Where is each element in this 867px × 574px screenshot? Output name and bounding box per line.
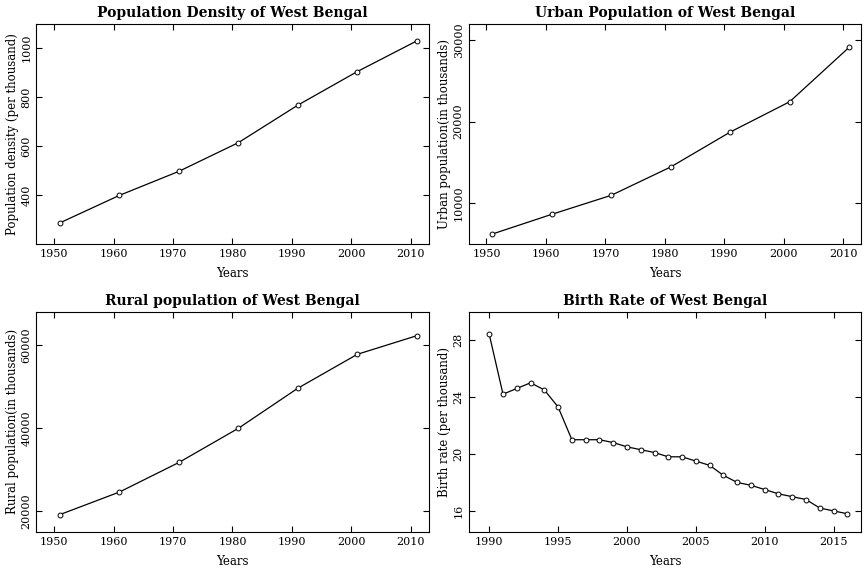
X-axis label: Years: Years [216,267,249,280]
Title: Birth Rate of West Bengal: Birth Rate of West Bengal [563,294,767,308]
Title: Population Density of West Bengal: Population Density of West Bengal [97,6,368,20]
Title: Urban Population of West Bengal: Urban Population of West Bengal [535,6,795,20]
Title: Rural population of West Bengal: Rural population of West Bengal [105,294,360,308]
X-axis label: Years: Years [216,556,249,568]
X-axis label: Years: Years [649,556,681,568]
X-axis label: Years: Years [649,267,681,280]
Y-axis label: Rural population(in thousands): Rural population(in thousands) [5,329,18,514]
Y-axis label: Birth rate (per thousand): Birth rate (per thousand) [438,347,451,497]
Y-axis label: Population density (per thousand): Population density (per thousand) [5,33,18,235]
Y-axis label: Urban population(in thousands): Urban population(in thousands) [438,39,451,229]
